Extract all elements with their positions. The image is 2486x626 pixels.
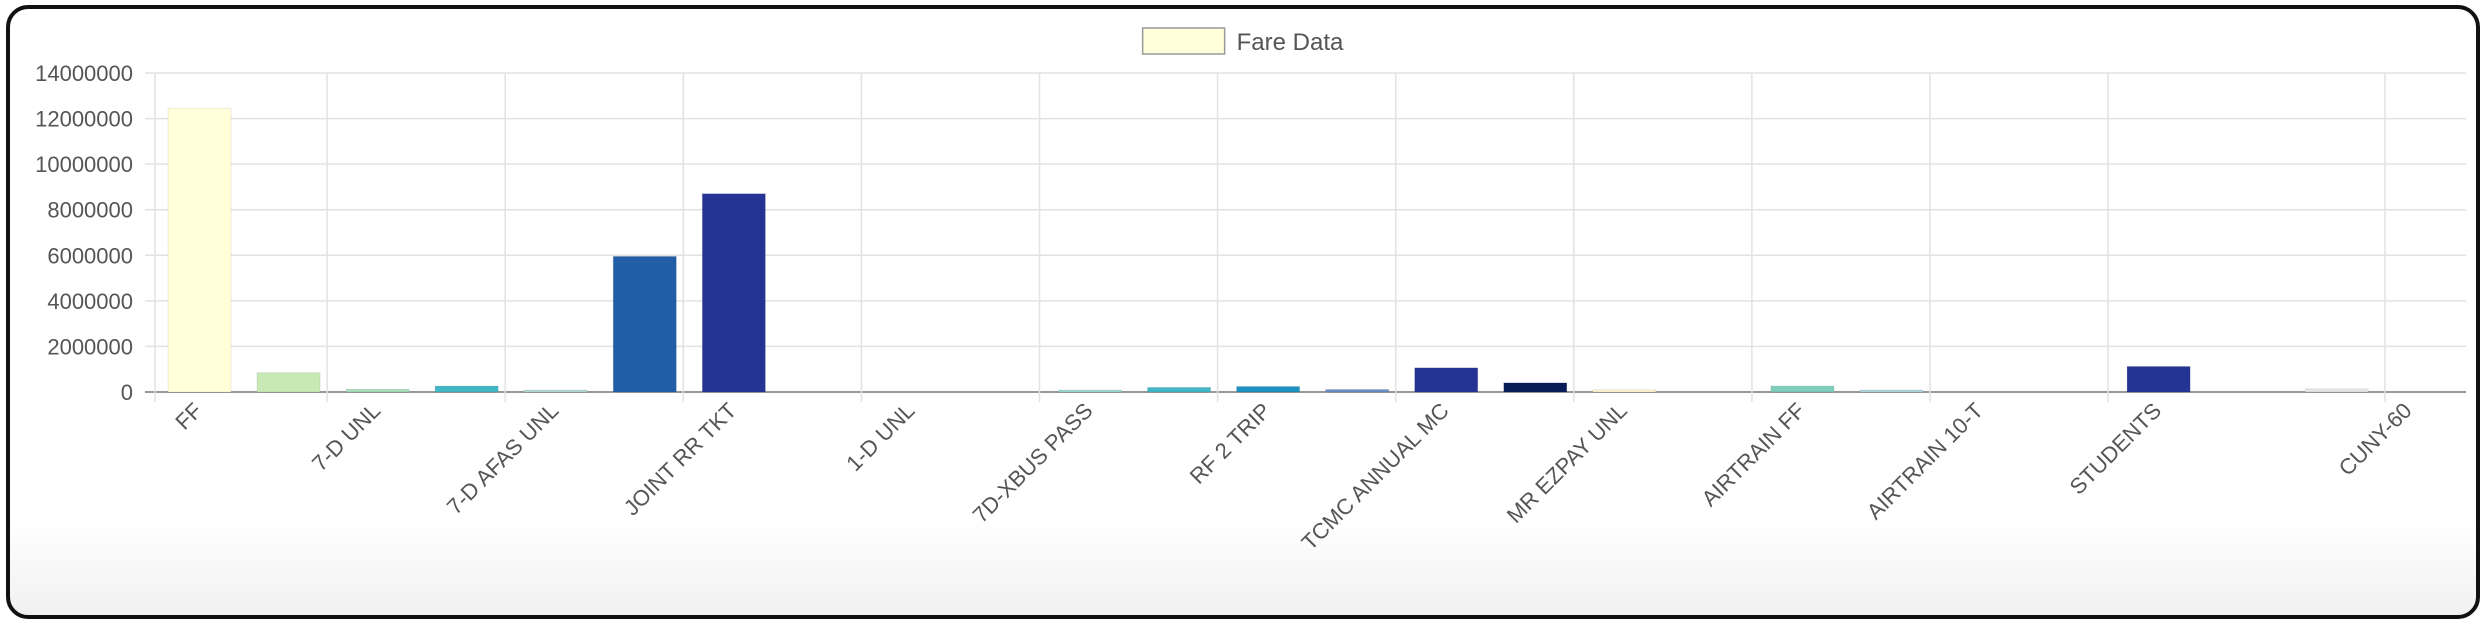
x-tick-label: 7-D UNL bbox=[307, 398, 385, 476]
bar[interactable] bbox=[345, 388, 410, 393]
y-tick-label: 10000000 bbox=[35, 152, 133, 177]
x-tick-label: 7D-XBUS PASS bbox=[968, 398, 1098, 528]
x-tick-label: JOINT RR TKT bbox=[619, 398, 742, 521]
bar[interactable] bbox=[701, 193, 766, 393]
bar[interactable] bbox=[523, 389, 588, 393]
y-tick-label: 6000000 bbox=[47, 243, 133, 268]
bar[interactable] bbox=[612, 255, 677, 393]
x-tick-label: FF bbox=[170, 398, 207, 435]
y-tick-label: 12000000 bbox=[35, 107, 133, 132]
bar[interactable] bbox=[1058, 389, 1123, 393]
legend[interactable]: Fare Data bbox=[1141, 27, 1344, 56]
bar[interactable] bbox=[167, 107, 232, 393]
bar[interactable] bbox=[2126, 365, 2191, 393]
x-tick-label: TCMC ANNUAL MC bbox=[1297, 398, 1454, 555]
bar[interactable] bbox=[1325, 388, 1390, 393]
x-tick-label: AIRTRAIN 10-T bbox=[1862, 398, 1988, 524]
y-tick-label: 14000000 bbox=[35, 61, 133, 86]
bar[interactable] bbox=[1147, 386, 1212, 393]
bar-layer bbox=[167, 107, 2369, 393]
x-tick-label: AIRTRAIN FF bbox=[1697, 398, 1810, 511]
x-tick-label: 7-D AFAS UNL bbox=[442, 398, 563, 519]
bar[interactable] bbox=[2304, 388, 2369, 393]
grid-layer bbox=[145, 72, 2466, 402]
axis-layer: 0 2000000 4000000 6000000 8000000 10000000 120… bbox=[35, 61, 2416, 555]
y-tick-label: 8000000 bbox=[47, 198, 133, 223]
chart-frame: 0 2000000 4000000 6000000 8000000 10000000 120… bbox=[6, 5, 2480, 619]
x-tick-label: RF 2 TRIP bbox=[1185, 398, 1276, 489]
x-tick-label: 1-D UNL bbox=[841, 398, 919, 476]
bar[interactable] bbox=[1236, 386, 1301, 393]
bar[interactable] bbox=[1503, 382, 1568, 393]
bar[interactable] bbox=[1592, 389, 1657, 393]
bar[interactable] bbox=[256, 372, 321, 393]
bar[interactable] bbox=[434, 385, 499, 393]
y-tick-label: 4000000 bbox=[47, 289, 133, 314]
fare-data-bar-chart: 0 2000000 4000000 6000000 8000000 10000000 120… bbox=[35, 27, 2466, 555]
bar[interactable] bbox=[1770, 385, 1835, 393]
x-tick-label: STUDENTS bbox=[2065, 398, 2167, 500]
legend-swatch[interactable] bbox=[1141, 27, 1226, 55]
bar[interactable] bbox=[1414, 367, 1479, 393]
legend-label[interactable]: Fare Data bbox=[1237, 29, 1344, 56]
x-tick-label: MR EZPAY UNL bbox=[1502, 398, 1632, 528]
bar[interactable] bbox=[1859, 389, 1924, 393]
y-tick-label: 0 bbox=[121, 380, 133, 405]
y-tick-label: 2000000 bbox=[47, 334, 133, 359]
x-tick-label: CUNY-60 bbox=[2334, 398, 2417, 481]
